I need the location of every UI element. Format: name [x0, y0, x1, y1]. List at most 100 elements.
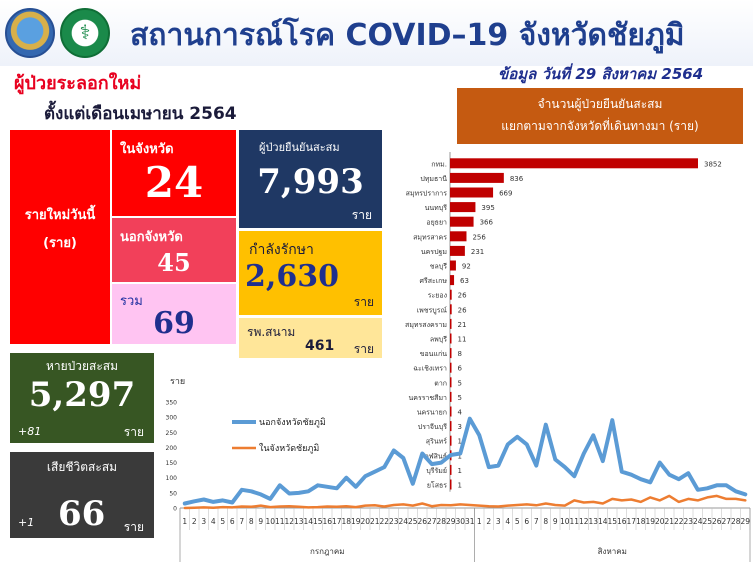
bar-category-label: นนทบุรี — [425, 204, 448, 212]
out-province-label: นอกจังหวัด — [120, 230, 183, 245]
x-tick-label: 29 — [446, 517, 456, 526]
in-province-value: 24 — [144, 158, 204, 207]
under-treatment-unit: ราย — [353, 295, 374, 309]
x-tick-label: 30 — [455, 517, 465, 526]
x-tick-label: 17 — [332, 517, 342, 526]
bar-category-label: ขอนแก่น — [420, 350, 448, 358]
x-tick-label: 7 — [534, 517, 539, 526]
x-tick-label: 14 — [598, 517, 608, 526]
x-tick-label: 20 — [655, 517, 665, 526]
cumulative-cases-tile: ผู้ป่วยยืนยันสะสม 7,993 ราย — [239, 130, 382, 228]
bar — [450, 362, 452, 373]
line-chart-y-axis-label: ราย — [170, 377, 185, 387]
x-tick-label: 15 — [313, 517, 323, 526]
field-hospital-label: รพ.สนาม — [247, 325, 296, 339]
x-tick-label: 22 — [674, 517, 684, 526]
x-tick-label: 10 — [265, 517, 275, 526]
bar-category-label: ปทุมธานี — [420, 175, 447, 183]
bar-value-label: 4 — [458, 409, 463, 417]
legend-inside-province-label: ในจังหวัดชัยภูมิ — [259, 443, 319, 454]
bar-value-label: 63 — [460, 277, 469, 285]
bar-value-label: 256 — [472, 233, 486, 241]
bar — [450, 333, 452, 344]
bar-category-label: สมุทรสาคร — [413, 233, 447, 241]
x-tick-label: 22 — [379, 517, 389, 526]
bar-category-label: กทม. — [431, 160, 447, 168]
bar-category-label: นครปฐม — [421, 248, 447, 256]
bar — [450, 275, 455, 286]
bar-value-label: 11 — [458, 336, 467, 344]
bar-value-label: 231 — [471, 248, 484, 256]
bar — [450, 391, 452, 402]
total-new-label: รวม — [120, 294, 143, 309]
page-title: สถานการณ์โรค COVID–19 จังหวัดชัยภูมิ — [130, 18, 685, 53]
bar — [450, 304, 452, 315]
deaths-value: 66 — [58, 494, 106, 534]
x-tick-label: 21 — [370, 517, 380, 526]
recovered-label: หายป่วยสะสม — [45, 359, 119, 373]
bar-category-label: ลพบุรี — [430, 336, 447, 344]
x-tick-label: 8 — [249, 517, 254, 526]
bar-value-label: 836 — [510, 175, 524, 183]
x-tick-label: 5 — [515, 517, 520, 526]
x-tick-label: 11 — [569, 517, 579, 526]
x-tick-label: 12 — [284, 517, 294, 526]
bar-category-label: ระยอง — [428, 292, 447, 300]
month-label: กรกฎาคม — [310, 547, 344, 556]
field-hospital-value: 461 — [305, 338, 335, 354]
x-tick-label: 8 — [543, 517, 548, 526]
bar-value-label: 1 — [458, 452, 462, 460]
bar — [450, 348, 452, 359]
x-tick-label: 25 — [408, 517, 418, 526]
x-tick-label: 21 — [664, 517, 674, 526]
bar-chart-title-line2: แยกตามจากจังหวัดที่เดินทางมา (ราย) — [501, 119, 699, 133]
bar — [450, 318, 452, 329]
recovered-delta: +81 — [18, 425, 42, 438]
bar-category-label: กาฬสินธุ์ — [421, 452, 447, 460]
deaths-label: เสียชีวิตสะสม — [46, 460, 118, 474]
x-tick-label: 9 — [258, 517, 263, 526]
bar — [450, 479, 452, 490]
x-tick-label: 23 — [389, 517, 399, 526]
ministry-of-public-health-logo: ⚕ — [60, 8, 110, 58]
series-line-inside-province — [183, 494, 747, 510]
bar — [450, 377, 452, 388]
bar-category-label: สุรินทร์ — [426, 438, 447, 446]
new-today-tile: รายใหม่วันนี้ (ราย) — [10, 130, 110, 344]
bar-category-label: ปราจีนบุรี — [418, 423, 447, 431]
new-today-unit-label: (ราย) — [43, 236, 77, 251]
x-tick-label: 1 — [477, 517, 482, 526]
cumulative-cases-unit: ราย — [351, 208, 372, 222]
x-tick-label: 24 — [398, 517, 408, 526]
x-tick-label: 13 — [294, 517, 304, 526]
recovered-unit: ราย — [123, 425, 144, 439]
x-tick-label: 17 — [626, 517, 636, 526]
y-tick-label: 300 — [166, 415, 178, 422]
x-tick-label: 26 — [712, 517, 722, 526]
y-tick-label: 350 — [166, 400, 178, 407]
x-tick-label: 18 — [636, 517, 646, 526]
bar — [450, 158, 698, 169]
bar-category-label: ยโสธร — [427, 481, 447, 490]
bar — [450, 421, 452, 432]
x-tick-label: 14 — [303, 517, 313, 526]
bar-value-label: 26 — [458, 306, 467, 314]
bar-value-label: 8 — [458, 350, 462, 358]
bar-value-label: 5 — [458, 379, 462, 387]
bar-category-label: เพชรบูรณ์ — [417, 306, 448, 314]
province-seal-logo — [5, 8, 55, 58]
bar-value-label: 3852 — [704, 160, 722, 168]
bar-value-label: 21 — [458, 321, 467, 329]
bar-chart-title-box: จำนวนผู้ป่วยยืนยันสะสม แยกตามจากจังหวัดท… — [457, 88, 743, 144]
bar — [450, 435, 452, 446]
x-tick-label: 16 — [617, 517, 627, 526]
under-treatment-tile: กำลังรักษา 2,630 ราย — [239, 231, 382, 315]
bar-category-label: อยุธยา — [426, 219, 447, 227]
bar-category-label: ศรีสะเกษ — [420, 277, 448, 285]
series-line-outside-province — [182, 416, 748, 506]
under-treatment-value: 2,630 — [245, 259, 339, 294]
bar-value-label: 3 — [458, 423, 462, 431]
x-tick-label: 24 — [693, 517, 703, 526]
y-tick-label: 200 — [166, 445, 178, 452]
